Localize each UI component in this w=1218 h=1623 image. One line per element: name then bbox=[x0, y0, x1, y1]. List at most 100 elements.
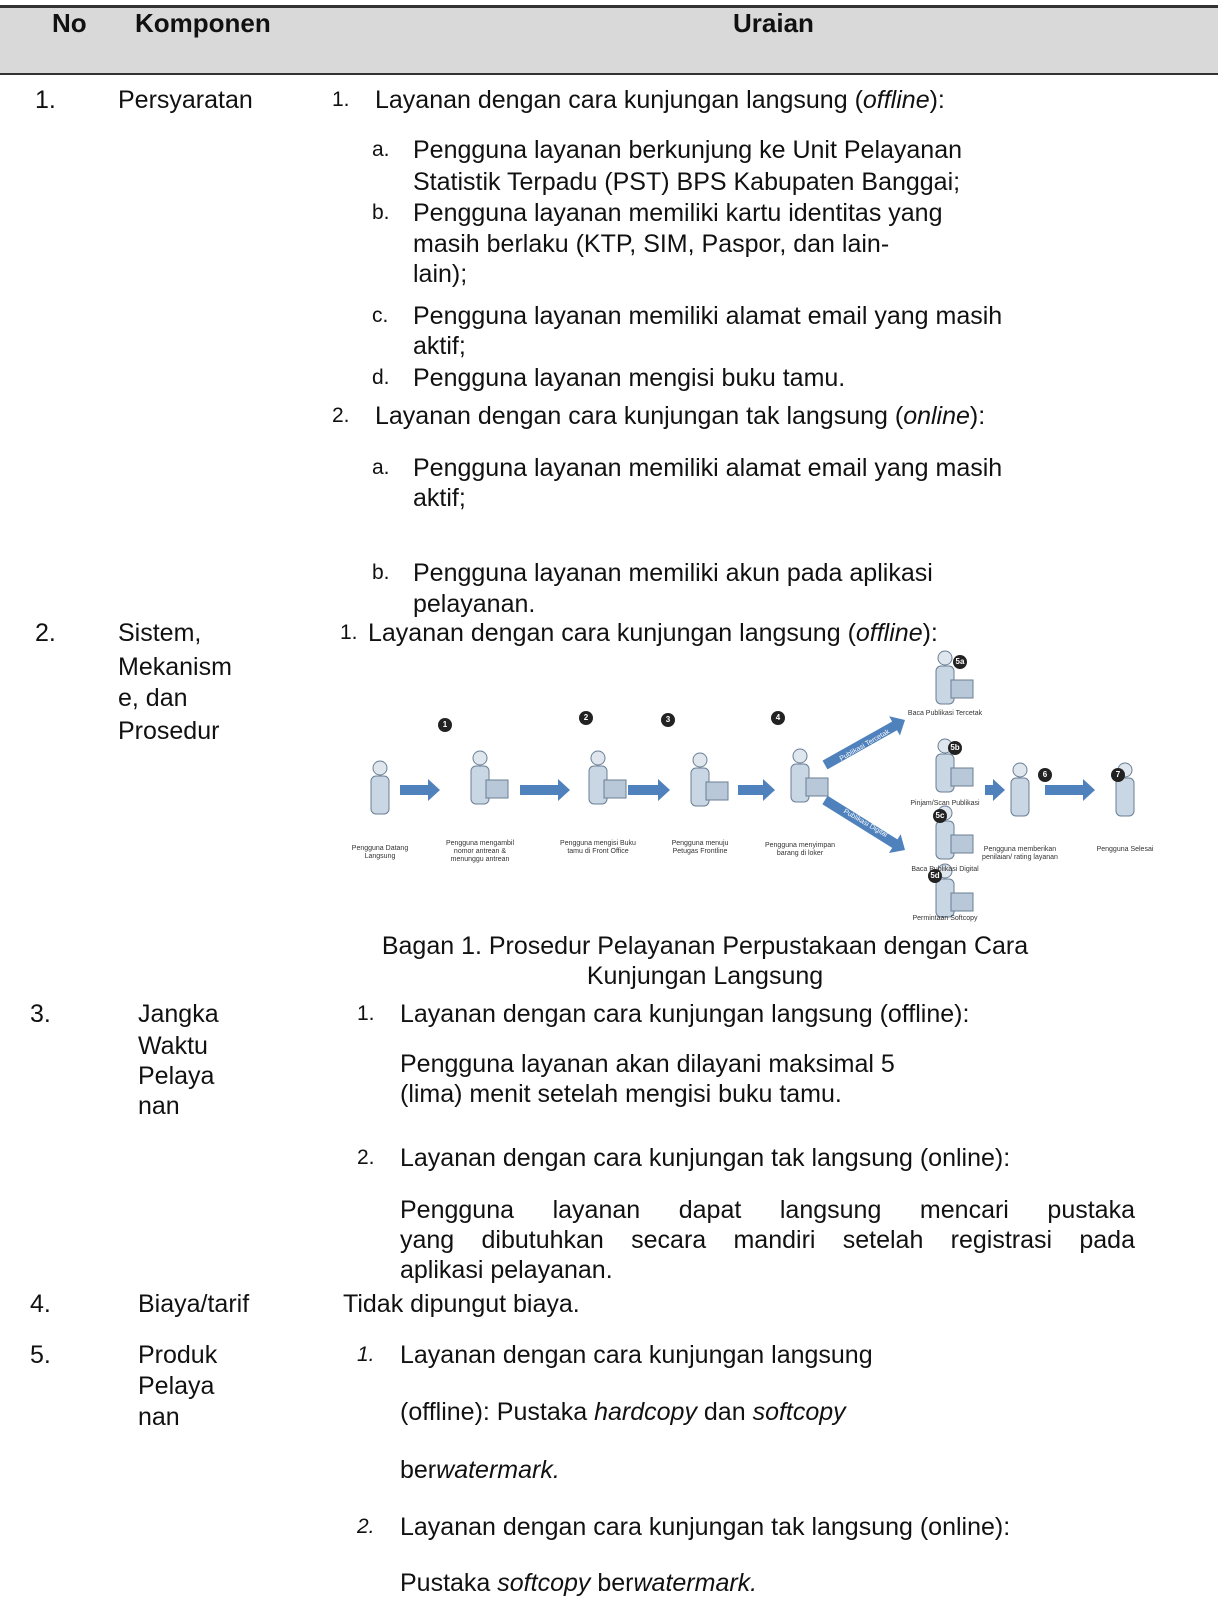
text-line: aplikasi pelayanan. bbox=[400, 1255, 1135, 1285]
flow-arrow bbox=[400, 779, 440, 801]
text-run: ): bbox=[922, 619, 938, 647]
text-run: Layanan dengan cara kunjungan langsung (… bbox=[400, 1000, 970, 1028]
person-head bbox=[372, 760, 388, 776]
text-line: Pengguna layanan memiliki kartu identita… bbox=[413, 198, 942, 228]
komponen: nan bbox=[138, 1092, 180, 1120]
step-label: Pengguna menuju Petugas Frontline bbox=[671, 840, 729, 855]
text-run: ): bbox=[929, 86, 945, 114]
header-no: No bbox=[52, 8, 87, 38]
text-line: Pengguna layanan memiliki alamat email y… bbox=[413, 301, 1002, 331]
text-line: pelayanan. bbox=[413, 589, 535, 619]
step-number: 5d bbox=[928, 869, 942, 883]
text-line: Tidak dipungut biaya. bbox=[343, 1289, 580, 1319]
flow-arrow bbox=[822, 795, 906, 853]
text-run: Pengguna layanan memiliki akun pada apli… bbox=[413, 559, 933, 587]
text-line: Pengguna layanan mengisi buku tamu. bbox=[413, 363, 845, 393]
text-run: offline bbox=[855, 619, 923, 647]
desk bbox=[950, 834, 974, 854]
text-line: lain); bbox=[413, 259, 467, 289]
text-run: Pengguna layanan akan dilayani maksimal … bbox=[400, 1050, 895, 1078]
text-run: Layanan dengan cara kunjungan langsung bbox=[400, 1341, 873, 1369]
text-line: Kunjungan Langsung bbox=[330, 961, 1080, 991]
text-run: Layanan dengan cara kunjungan langsung ( bbox=[375, 86, 863, 114]
komponen: Pelaya bbox=[138, 1062, 215, 1090]
row-number: 2. bbox=[35, 619, 56, 647]
step-number: 5b bbox=[948, 741, 962, 755]
person-head bbox=[792, 748, 808, 764]
text-run: (lima) menit setelah mengisi buku tamu. bbox=[400, 1080, 842, 1108]
step-label: Baca Publikasi Digital bbox=[911, 866, 979, 873]
komponen: Waktu bbox=[138, 1032, 208, 1060]
flow-arrow bbox=[520, 779, 570, 801]
komponen: Mekanism bbox=[118, 653, 232, 681]
text-run: Pengguna layanan dapat langsung mencari … bbox=[400, 1196, 1135, 1224]
text-run: offline bbox=[862, 86, 930, 114]
text-run: aktif; bbox=[413, 332, 466, 360]
flowchart bbox=[370, 650, 1135, 918]
text-run: softcopy bbox=[752, 1398, 846, 1426]
text-line: Layanan dengan cara kunjungan langsung (… bbox=[375, 85, 945, 115]
text-line: Layanan dengan cara kunjungan tak langsu… bbox=[400, 1143, 1010, 1173]
person-head bbox=[692, 752, 708, 768]
text-line: Pengguna layanan dapat langsung mencari … bbox=[400, 1195, 1135, 1225]
text-run: pelayanan. bbox=[413, 590, 536, 618]
text-line: Layanan dengan cara kunjungan langsung (… bbox=[400, 999, 969, 1029]
person-body bbox=[370, 775, 390, 815]
komponen: Sistem, bbox=[118, 619, 202, 647]
header-bar bbox=[0, 5, 1218, 75]
list-marker: a. bbox=[372, 456, 390, 479]
list-marker: 2. bbox=[357, 1515, 375, 1538]
text-run: Tidak dipungut biaya. bbox=[343, 1290, 580, 1318]
step-number: 3 bbox=[661, 713, 675, 727]
step-label: Pengguna menyimpan barang di loker bbox=[764, 842, 836, 857]
list-marker: 1. bbox=[357, 1343, 375, 1366]
text-line: Bagan 1. Prosedur Pelayanan Perpustakaan… bbox=[330, 931, 1080, 961]
step-label: Baca Publikasi Tercetak bbox=[907, 710, 983, 717]
text-run: Pengguna layanan memiliki kartu identita… bbox=[413, 199, 943, 227]
header-komponen: Komponen bbox=[135, 8, 271, 38]
text-run: Pengguna layanan berkunjung ke Unit Pela… bbox=[413, 136, 963, 164]
person-head bbox=[1012, 762, 1028, 778]
text-line: Pengguna layanan memiliki akun pada apli… bbox=[413, 558, 933, 588]
text-run: ): bbox=[969, 402, 986, 430]
komponen: Biaya/tarif bbox=[138, 1290, 250, 1318]
text-run: Pengguna layanan memiliki alamat email y… bbox=[413, 454, 1003, 482]
text-line: Layanan dengan cara kunjungan tak langsu… bbox=[375, 401, 985, 431]
desk bbox=[485, 779, 509, 799]
step-number: 4 bbox=[771, 711, 785, 725]
header-uraian: Uraian bbox=[733, 8, 814, 38]
flow-arrow bbox=[822, 716, 905, 770]
person-head bbox=[590, 750, 606, 766]
person-body bbox=[1010, 777, 1030, 817]
list-marker: 1. bbox=[340, 621, 358, 644]
step-label: Pengguna memberikan penilaian/ rating la… bbox=[982, 846, 1058, 861]
step-label: Pengguna Selesai bbox=[1096, 846, 1154, 853]
list-marker: 1. bbox=[357, 1002, 375, 1025]
flow-arrow bbox=[985, 779, 1005, 801]
text-line: Layanan dengan cara kunjungan langsung bbox=[400, 1340, 873, 1370]
text-run: Bagan 1. Prosedur Pelayanan Perpustakaan… bbox=[381, 932, 1029, 960]
text-line: (lima) menit setelah mengisi buku tamu. bbox=[400, 1079, 842, 1109]
list-marker: b. bbox=[372, 201, 390, 224]
text-run: Layanan dengan cara kunjungan tak langsu… bbox=[400, 1144, 1011, 1172]
step-label: Permintaan Softcopy bbox=[912, 915, 978, 922]
komponen: Jangka bbox=[138, 1000, 219, 1028]
text-run: Pengguna layanan mengisi buku tamu. bbox=[413, 364, 846, 392]
list-marker: 2. bbox=[332, 404, 350, 427]
text-line: Statistik Terpadu (PST) BPS Kabupaten Ba… bbox=[413, 167, 960, 197]
step-label: Pengguna mengisi Buku tamu di Front Offi… bbox=[560, 840, 636, 855]
text-line: Pustaka softcopy berwatermark. bbox=[400, 1568, 757, 1598]
list-marker: c. bbox=[372, 304, 389, 327]
komponen: nan bbox=[138, 1403, 180, 1431]
text-line: masih berlaku (KTP, SIM, Paspor, dan lai… bbox=[413, 229, 889, 259]
flow-arrow bbox=[1045, 779, 1095, 801]
text-line: yang dibutuhkan secara mandiri setelah r… bbox=[400, 1225, 1135, 1255]
text-run: aplikasi pelayanan. bbox=[400, 1256, 613, 1284]
text-run: Layanan dengan cara kunjungan langsung ( bbox=[368, 619, 856, 647]
desk bbox=[805, 777, 829, 797]
text-run: aktif; bbox=[413, 484, 466, 512]
text-run: masih berlaku (KTP, SIM, Paspor, dan lai… bbox=[413, 230, 890, 258]
text-line: berwatermark. bbox=[400, 1455, 560, 1485]
komponen: Produk bbox=[138, 1341, 218, 1369]
step-label: Pengguna Datang Langsung bbox=[351, 845, 409, 860]
